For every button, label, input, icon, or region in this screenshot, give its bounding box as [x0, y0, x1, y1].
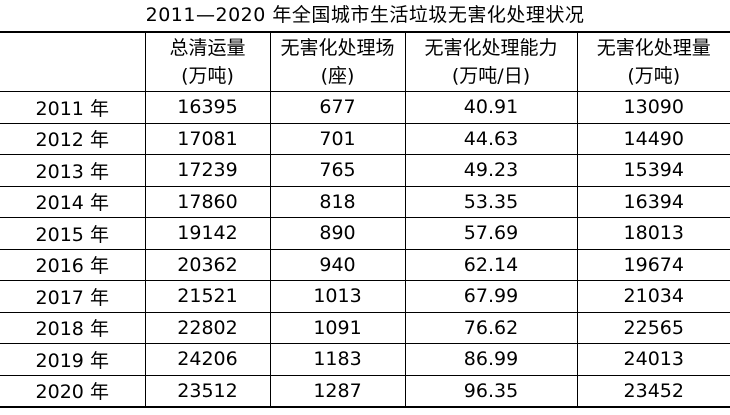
year-cell: 2014 年	[0, 186, 145, 218]
value-cell: 22802	[144, 312, 270, 344]
value-cell: 23512	[144, 375, 270, 408]
table-row: 2014 年 17860 818 53.35 16394	[0, 186, 730, 218]
value-cell: 24013	[576, 343, 730, 376]
table-row: 2016 年 20362 940 62.14 19674	[0, 249, 730, 281]
year-cell: 2011 年	[0, 91, 145, 124]
table-row: 2019 年 24206 1183 86.99 24013	[0, 343, 730, 376]
value-cell: 14490	[576, 123, 730, 155]
value-cell: 23452	[576, 375, 730, 408]
column-header-name: 无害化处理能力	[424, 37, 558, 59]
data-table: 总清运量 (万吨) 无害化处理场 (座) 无害化处理能力 (万吨/日) 无害化处…	[0, 31, 730, 408]
column-header-unit: (座)	[320, 65, 355, 87]
value-cell: 17081	[144, 123, 270, 155]
value-cell: 19674	[576, 249, 730, 281]
column-header-treatment-plants: 无害化处理场 (座)	[269, 32, 405, 92]
value-cell: 16395	[144, 91, 270, 124]
column-header-unit: (万吨/日)	[451, 65, 531, 87]
value-cell: 1091	[269, 312, 405, 344]
value-cell: 20362	[144, 249, 270, 281]
value-cell: 86.99	[404, 343, 577, 376]
value-cell: 818	[269, 186, 405, 218]
value-cell: 21034	[576, 280, 730, 313]
column-header-unit: (万吨)	[181, 65, 234, 87]
header-row: 总清运量 (万吨) 无害化处理场 (座) 无害化处理能力 (万吨/日) 无害化处…	[0, 32, 730, 92]
value-cell: 1183	[269, 343, 405, 376]
column-header-total-collected: 总清运量 (万吨)	[144, 32, 270, 92]
column-header-name: 总清运量	[169, 37, 246, 59]
column-header-unit: (万吨)	[627, 65, 681, 87]
year-cell: 2020 年	[0, 375, 145, 408]
value-cell: 17239	[144, 154, 270, 187]
year-cell: 2015 年	[0, 217, 145, 250]
value-cell: 15394	[576, 154, 730, 187]
value-cell: 940	[269, 249, 405, 281]
column-header-name: 无害化处理场	[280, 37, 395, 59]
year-cell: 2013 年	[0, 154, 145, 187]
table-row: 2013 年 17239 765 49.23 15394	[0, 154, 730, 187]
value-cell: 1287	[269, 375, 405, 408]
corner-cell	[0, 32, 145, 92]
value-cell: 62.14	[404, 249, 577, 281]
table-row: 2018 年 22802 1091 76.62 22565	[0, 312, 730, 344]
year-cell: 2012 年	[0, 123, 145, 155]
value-cell: 13090	[576, 91, 730, 124]
year-cell: 2017 年	[0, 280, 145, 313]
value-cell: 17860	[144, 186, 270, 218]
value-cell: 40.91	[404, 91, 577, 124]
value-cell: 1013	[269, 280, 405, 313]
column-header-treatment-volume: 无害化处理量 (万吨)	[576, 32, 730, 92]
value-cell: 49.23	[404, 154, 577, 187]
column-header-name: 无害化处理量	[596, 37, 711, 59]
value-cell: 19142	[144, 217, 270, 250]
value-cell: 96.35	[404, 375, 577, 408]
value-cell: 44.63	[404, 123, 577, 155]
value-cell: 53.35	[404, 186, 577, 218]
value-cell: 24206	[144, 343, 270, 376]
column-header-treatment-capacity: 无害化处理能力 (万吨/日)	[404, 32, 577, 92]
table-row: 2017 年 21521 1013 67.99 21034	[0, 280, 730, 313]
value-cell: 67.99	[404, 280, 577, 313]
table-row: 2012 年 17081 701 44.63 14490	[0, 123, 730, 155]
value-cell: 677	[269, 91, 405, 124]
table-row: 2020 年 23512 1287 96.35 23452	[0, 375, 730, 408]
value-cell: 701	[269, 123, 405, 155]
year-cell: 2018 年	[0, 312, 145, 344]
year-cell: 2019 年	[0, 343, 145, 376]
table-row: 2011 年 16395 677 40.91 13090	[0, 91, 730, 124]
value-cell: 76.62	[404, 312, 577, 344]
value-cell: 18013	[576, 217, 730, 250]
value-cell: 765	[269, 154, 405, 187]
value-cell: 57.69	[404, 217, 577, 250]
table-title: 2011—2020 年全国城市生活垃圾无害化处理状况	[145, 4, 585, 26]
year-cell: 2016 年	[0, 249, 145, 281]
value-cell: 16394	[576, 186, 730, 218]
value-cell: 890	[269, 217, 405, 250]
table-row: 2015 年 19142 890 57.69 18013	[0, 217, 730, 250]
value-cell: 22565	[576, 312, 730, 344]
value-cell: 21521	[144, 280, 270, 313]
